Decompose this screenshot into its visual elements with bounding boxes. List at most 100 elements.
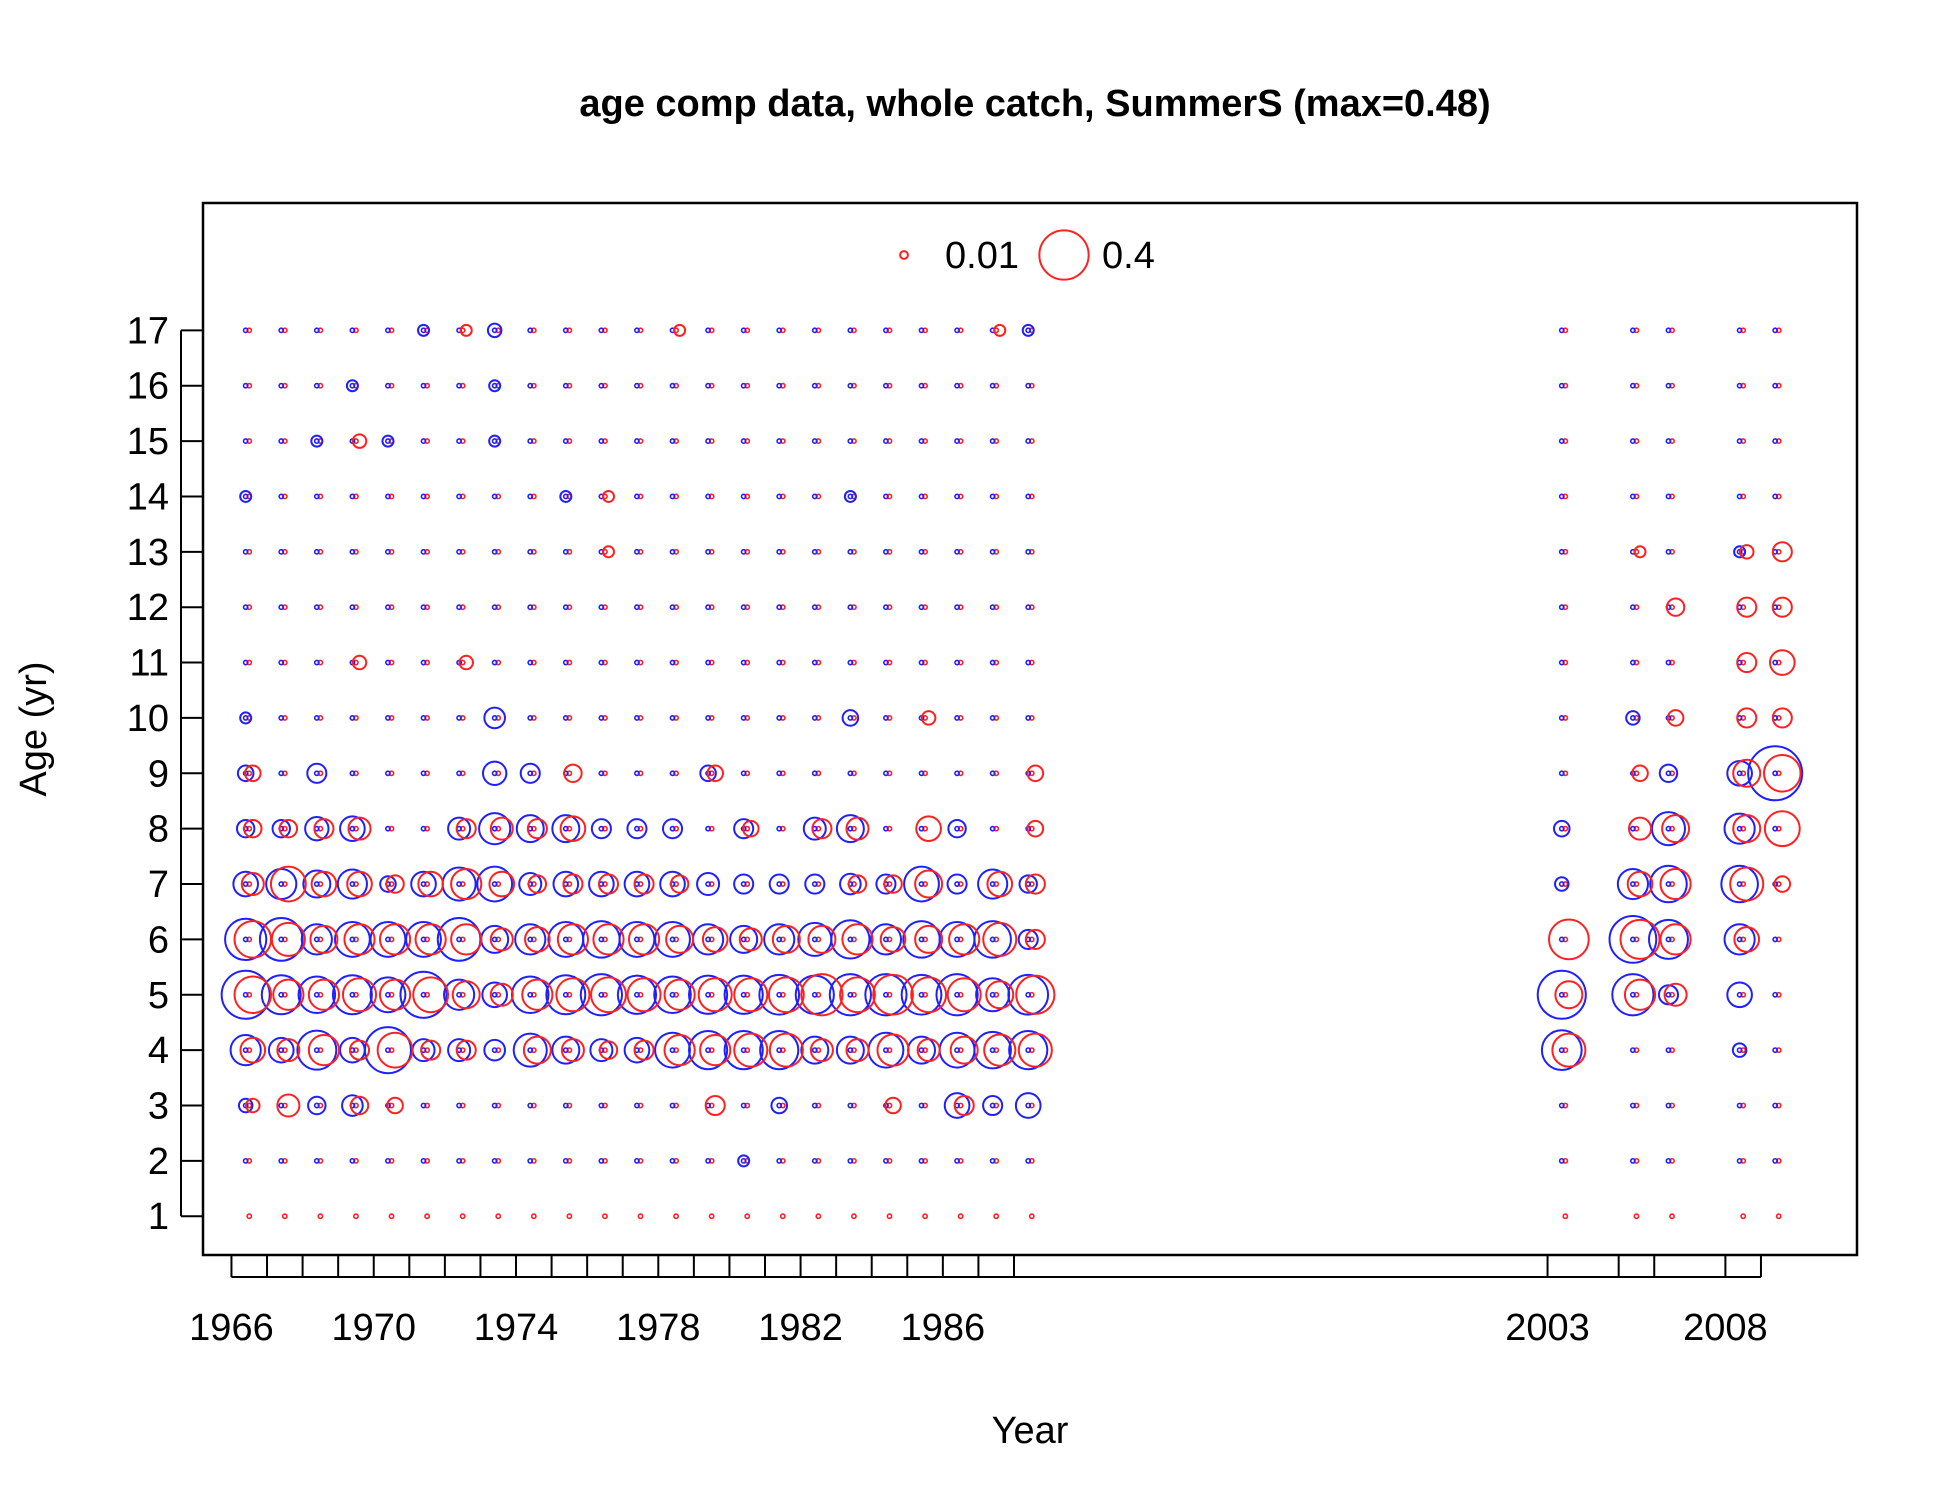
bubble-red bbox=[272, 978, 305, 1011]
bubble-baseline bbox=[669, 659, 676, 666]
bubble-baseline bbox=[385, 825, 391, 832]
bubble-baseline bbox=[847, 1047, 854, 1054]
bubble-red bbox=[920, 710, 937, 726]
bubble-baseline bbox=[705, 438, 712, 445]
bubble-blue bbox=[229, 1034, 262, 1067]
bubble-baseline bbox=[669, 1157, 676, 1164]
bubble-red bbox=[451, 980, 481, 1010]
bubble-baseline bbox=[242, 659, 249, 666]
bubble-red bbox=[993, 323, 1007, 337]
bubble-blue bbox=[626, 818, 648, 840]
bubble-baseline bbox=[989, 991, 996, 998]
bubble-baseline bbox=[847, 991, 854, 998]
bubble-blue bbox=[1647, 918, 1689, 960]
bubble-baseline bbox=[1736, 825, 1743, 832]
bubble-baseline bbox=[1558, 659, 1565, 666]
bubble-baseline bbox=[317, 1213, 324, 1220]
bubble-baseline bbox=[598, 770, 605, 777]
bubble-baseline bbox=[847, 382, 854, 389]
bubble-baseline bbox=[883, 770, 889, 777]
bubble-red bbox=[412, 976, 450, 1014]
y-tick-label: 9 bbox=[148, 753, 169, 795]
bubble-red bbox=[592, 923, 625, 956]
bubble-red bbox=[706, 764, 725, 783]
bubble-baseline bbox=[278, 1102, 285, 1109]
bubble-baseline bbox=[1025, 382, 1032, 389]
bubble-baseline bbox=[989, 438, 996, 445]
bubble-baseline bbox=[562, 548, 569, 555]
bubble-baseline bbox=[776, 1047, 783, 1054]
bubble-blue bbox=[729, 924, 759, 954]
bubble-blue bbox=[236, 764, 255, 783]
bubble-baseline bbox=[313, 438, 320, 445]
bubble-blue bbox=[828, 973, 872, 1017]
bubble-blue bbox=[579, 973, 624, 1017]
y-tick-label: 15 bbox=[127, 421, 169, 463]
bubble-red bbox=[1771, 541, 1793, 563]
bubble-baseline bbox=[669, 438, 676, 445]
bubble-baseline bbox=[847, 327, 854, 334]
bubble-baseline bbox=[1665, 548, 1672, 555]
bubble-baseline bbox=[1558, 714, 1565, 721]
bubble-baseline bbox=[669, 1047, 676, 1054]
bubble-baseline bbox=[242, 936, 249, 943]
bubble-baseline bbox=[420, 548, 427, 555]
bubble-baseline bbox=[705, 936, 712, 943]
bubble-blue bbox=[1723, 923, 1756, 956]
bubble-baseline bbox=[278, 770, 285, 777]
bubble-baseline bbox=[420, 825, 427, 832]
bubble-baseline bbox=[562, 604, 569, 611]
bubble-baseline bbox=[740, 438, 747, 445]
bubble-baseline bbox=[776, 991, 783, 998]
bubble-baseline bbox=[598, 936, 605, 943]
bubble-red bbox=[1768, 649, 1796, 676]
bubble-baseline bbox=[1629, 1047, 1636, 1054]
bubble-baseline bbox=[811, 659, 818, 666]
bubble-blue bbox=[267, 1036, 295, 1064]
bubble-red bbox=[386, 1096, 404, 1115]
bubble-red bbox=[307, 978, 341, 1011]
bubble-red bbox=[1554, 980, 1584, 1010]
bubble-blue bbox=[302, 869, 332, 899]
legend-label-small: 0.01 bbox=[945, 235, 1019, 277]
x-tick-label: 1970 bbox=[331, 1307, 416, 1349]
bubble-baseline bbox=[989, 659, 996, 666]
bubble-red bbox=[697, 977, 733, 1013]
bubble-blue bbox=[559, 489, 573, 503]
bubble-baseline bbox=[527, 1102, 534, 1109]
bubble-baseline bbox=[740, 1102, 747, 1109]
bubble-red bbox=[1729, 866, 1765, 902]
bubble-blue bbox=[763, 923, 796, 956]
bubble-baseline bbox=[918, 881, 925, 887]
bubble-red bbox=[521, 978, 554, 1011]
bubble-baseline bbox=[313, 327, 320, 334]
bubble-red bbox=[560, 1038, 585, 1063]
bubble-baseline bbox=[954, 659, 961, 666]
bubble-baseline bbox=[1665, 659, 1672, 666]
bubble-baseline bbox=[776, 825, 783, 832]
bubble-baseline bbox=[989, 714, 996, 721]
y-tick-label: 16 bbox=[127, 366, 169, 408]
bubble-baseline bbox=[420, 770, 427, 777]
bubble-red bbox=[663, 978, 696, 1011]
y-tick-label: 2 bbox=[148, 1141, 169, 1183]
bubble-baseline bbox=[954, 1157, 961, 1164]
bubble-baseline bbox=[1025, 991, 1032, 998]
bubble-baseline bbox=[776, 714, 783, 721]
bubble-red bbox=[459, 323, 473, 337]
bubble-baseline bbox=[883, 604, 889, 611]
bubble-baseline bbox=[598, 991, 605, 998]
bubble-baseline bbox=[1558, 825, 1565, 832]
bubble-blue bbox=[1552, 819, 1571, 838]
bubble-red bbox=[699, 1034, 732, 1067]
bubble-baseline bbox=[527, 327, 534, 334]
bubble-red bbox=[771, 924, 801, 954]
bubble-baseline bbox=[918, 936, 925, 943]
bubble-baseline bbox=[278, 881, 285, 887]
bubble-baseline bbox=[313, 1102, 320, 1109]
bubble-baseline bbox=[669, 493, 676, 500]
bubble-baseline bbox=[989, 1157, 996, 1164]
bubble-baseline bbox=[1558, 438, 1565, 445]
bubble-baseline bbox=[634, 327, 640, 334]
bubble-baseline bbox=[420, 493, 427, 500]
